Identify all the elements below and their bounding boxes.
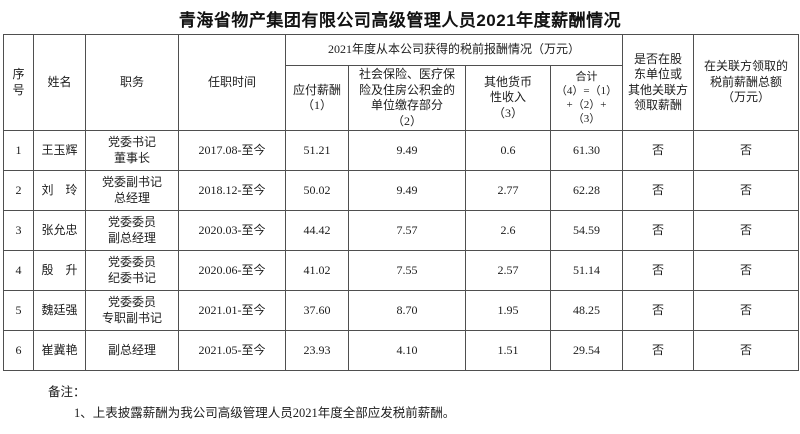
salary-table: 序 号 姓名 职务 任职时间 2021年度从本公司获得的税前报酬情况（万元） 是…	[3, 33, 800, 372]
cell-related-party: 否	[693, 210, 800, 252]
cell-serial: 1	[3, 130, 34, 172]
cell-other-income: 1.95	[465, 290, 551, 332]
cell-tenure: 2020.03-至今	[178, 210, 286, 252]
cell-payable: 41.02	[285, 250, 349, 292]
cell-tenure: 2018.12-至今	[178, 170, 286, 212]
cell-related-party: 否	[693, 330, 800, 372]
cell-insurance: 7.57	[348, 210, 466, 252]
cell-position: 党委副书记 总经理	[85, 170, 179, 212]
header-tenure: 任职时间	[178, 33, 286, 132]
cell-tenure: 2017.08-至今	[178, 130, 286, 172]
cell-position: 副总经理	[85, 330, 179, 372]
cell-insurance: 7.55	[348, 250, 466, 292]
cell-other-income: 2.77	[465, 170, 551, 212]
cell-payable: 51.21	[285, 130, 349, 172]
cell-insurance: 9.49	[348, 170, 466, 212]
cell-name: 张允忠	[33, 210, 86, 252]
table-row: 5 魏廷强 党委委员 专职副书记 2021.01-至今 37.60 8.70 1…	[3, 290, 800, 332]
header-payable: 应付薪酬 （1）	[285, 64, 349, 132]
header-other-income: 其他货币 性收入 （3）	[465, 64, 551, 132]
cell-total: 29.54	[549, 330, 624, 372]
header-row-1: 序 号 姓名 职务 任职时间 2021年度从本公司获得的税前报酬情况（万元） 是…	[3, 33, 800, 132]
cell-payable: 44.42	[285, 210, 349, 252]
header-insurance: 社会保险、医疗保 险及住房公积金的 单位缴存部分 （2）	[348, 64, 466, 132]
cell-payable: 23.93	[285, 330, 349, 372]
cell-name: 崔冀艳	[33, 330, 86, 372]
header-shareholder: 是否在股 东单位或 其他关联方 领取薪酬	[622, 33, 695, 132]
cell-insurance: 8.70	[348, 290, 466, 332]
header-name: 姓名	[33, 33, 86, 132]
cell-related-party: 否	[693, 170, 800, 212]
cell-tenure: 2021.01-至今	[178, 290, 286, 332]
cell-other-income: 2.57	[465, 250, 551, 292]
note-item: 1、上表披露薪酬为我公司高级管理人员2021年度全部应发税前薪酬。	[74, 405, 456, 420]
header-serial: 序 号	[3, 33, 34, 132]
cell-insurance: 4.10	[348, 330, 466, 372]
cell-related-party: 否	[693, 130, 800, 172]
cell-shareholder: 否	[622, 250, 695, 292]
page-title: 青海省物产集团有限公司高级管理人员2021年度薪酬情况	[178, 11, 622, 30]
cell-payable: 50.02	[285, 170, 349, 212]
cell-total: 61.30	[549, 130, 624, 172]
cell-name: 魏廷强	[33, 290, 86, 332]
header-position: 职务	[85, 33, 179, 132]
cell-total: 62.28	[549, 170, 624, 212]
header-row-2: 应付薪酬 （1） 社会保险、医疗保 险及住房公积金的 单位缴存部分 （2） 其他…	[4, 64, 799, 132]
cell-name: 刘 玲	[33, 170, 86, 212]
cell-related-party: 否	[693, 290, 800, 332]
cell-shareholder: 否	[622, 210, 695, 252]
cell-insurance: 9.49	[348, 130, 466, 172]
table-row: 6 崔冀艳 副总经理 2021.05-至今 23.93 4.10 1.51 29…	[3, 330, 800, 372]
notes-label: 备注：	[48, 385, 86, 400]
cell-serial: 2	[3, 170, 34, 212]
cell-shareholder: 否	[622, 330, 695, 372]
cell-total: 54.59	[549, 210, 624, 252]
cell-tenure: 2020.06-至今	[178, 250, 286, 292]
cell-serial: 6	[3, 330, 34, 372]
cell-position: 党委书记 董事长	[85, 130, 179, 172]
header-total: 合计 （4）=（1） +（2）+ （3）	[549, 64, 624, 132]
table-row: 2 刘 玲 党委副书记 总经理 2018.12-至今 50.02 9.49 2.…	[3, 170, 800, 212]
cell-other-income: 1.51	[465, 330, 551, 372]
cell-serial: 5	[3, 290, 34, 332]
cell-position: 党委委员 专职副书记	[85, 290, 179, 332]
notes-section: 备注： 1、上表披露薪酬为我公司高级管理人员2021年度全部应发税前薪酬。	[48, 384, 800, 422]
cell-tenure: 2021.05-至今	[178, 330, 286, 372]
table-row: 4 殷 升 党委委员 纪委书记 2020.06-至今 41.02 7.55 2.…	[3, 250, 800, 292]
cell-serial: 3	[3, 210, 34, 252]
cell-name: 殷 升	[33, 250, 86, 292]
cell-related-party: 否	[693, 250, 800, 292]
cell-shareholder: 否	[622, 290, 695, 332]
cell-position: 党委委员 副总经理	[85, 210, 179, 252]
cell-shareholder: 否	[622, 170, 695, 212]
cell-payable: 37.60	[285, 290, 349, 332]
document-date: 2022年12月26日	[0, 430, 774, 434]
cell-total: 51.14	[549, 250, 624, 292]
cell-total: 48.25	[549, 290, 624, 332]
cell-shareholder: 否	[622, 130, 695, 172]
table-row: 1 王玉辉 党委书记 董事长 2017.08-至今 51.21 9.49 0.6…	[3, 130, 800, 172]
header-group-pretax: 2021年度从本公司获得的税前报酬情况（万元）	[284, 34, 624, 66]
cell-name: 王玉辉	[33, 130, 86, 172]
header-related-party: 在关联方领取的 税前薪酬总额 （万元）	[693, 33, 800, 132]
cell-position: 党委委员 纪委书记	[85, 250, 179, 292]
cell-serial: 4	[3, 250, 34, 292]
cell-other-income: 0.6	[465, 130, 551, 172]
table-row: 3 张允忠 党委委员 副总经理 2020.03-至今 44.42 7.57 2.…	[3, 210, 800, 252]
cell-other-income: 2.6	[465, 210, 551, 252]
